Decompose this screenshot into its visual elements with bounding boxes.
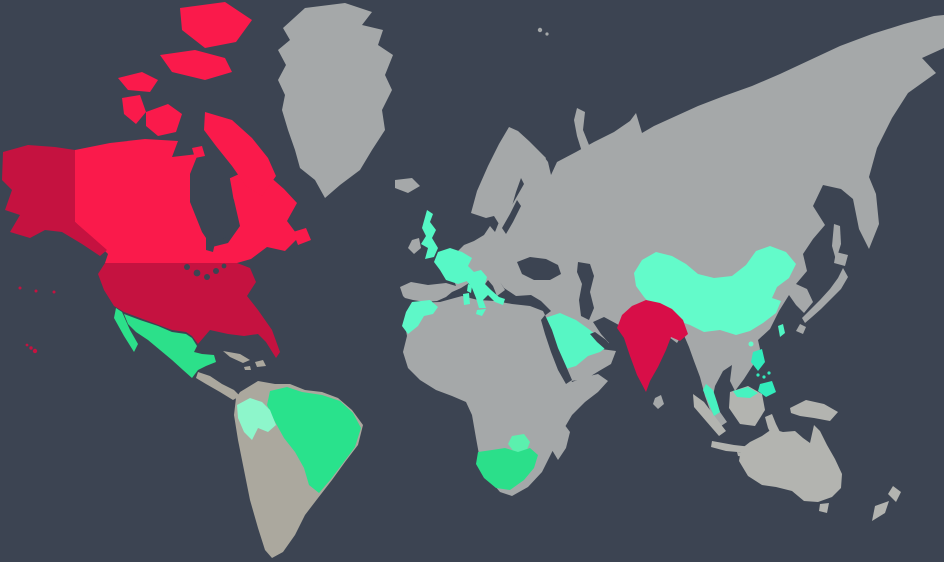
country-usa-aleutian-3 — [52, 290, 56, 294]
country-usa-aleutian-1 — [18, 286, 22, 290]
country-canada-ellesmere[interactable] — [180, 2, 252, 48]
island-sri-lanka[interactable] — [653, 395, 664, 409]
country-canada-banks[interactable] — [122, 95, 146, 124]
country-philippines-mindanao[interactable] — [758, 381, 776, 397]
lake-huron — [204, 274, 210, 280]
island-jamaica — [244, 366, 251, 370]
country-philippines-visayas-3 — [767, 371, 771, 375]
country-canada-newfoundland — [293, 228, 311, 245]
sea-caspian — [577, 262, 594, 320]
country-philippines-visayas-2 — [762, 375, 766, 379]
country-usa-hawaii-1 — [25, 343, 29, 347]
country-usa-mainland[interactable] — [98, 263, 280, 358]
country-malaysia-borneo[interactable] — [733, 387, 758, 398]
country-canada-southampton — [192, 146, 205, 158]
country-philippines-visayas-1 — [756, 373, 760, 377]
island-new-guinea[interactable] — [790, 400, 838, 421]
island-sakhalin — [832, 224, 841, 260]
country-italy-sardinia — [463, 293, 470, 305]
island-japan-hokkaido[interactable] — [834, 252, 848, 266]
country-mexico-baja[interactable] — [114, 308, 138, 352]
lake-erie — [213, 268, 219, 274]
country-morocco[interactable] — [402, 300, 438, 334]
sea-persian-gulf — [590, 332, 612, 349]
island-svalbard-2 — [545, 32, 549, 36]
lake-ontario — [221, 263, 227, 269]
sea-hudson-bay — [192, 156, 236, 252]
sea-black — [517, 257, 561, 280]
sea-baltic — [502, 200, 521, 234]
country-canada-baffin[interactable] — [204, 112, 276, 196]
country-italy[interactable] — [466, 270, 505, 308]
island-sumatra[interactable] — [693, 394, 726, 436]
country-canada-mainland[interactable] — [75, 139, 299, 263]
island-japan-kyushu[interactable] — [796, 324, 806, 334]
country-malaysia-peninsula[interactable] — [703, 384, 720, 416]
country-mexico[interactable] — [124, 314, 216, 378]
landmass-eurasia[interactable] — [400, 15, 944, 426]
country-india[interactable] — [617, 300, 688, 392]
country-france[interactable] — [434, 248, 474, 284]
landmass-central-america[interactable] — [196, 372, 240, 400]
island-novaya-zemlya — [574, 108, 589, 152]
country-canada-devon[interactable] — [160, 50, 232, 80]
island-hispaniola[interactable] — [255, 360, 266, 367]
island-madagascar[interactable] — [552, 424, 570, 460]
country-usa-aleutian-2 — [34, 289, 38, 293]
country-zimbabwe[interactable] — [508, 434, 530, 452]
island-tasmania — [819, 503, 829, 513]
landmass-australia[interactable] — [739, 425, 842, 502]
country-peru[interactable] — [237, 398, 276, 440]
island-cuba[interactable] — [223, 351, 250, 363]
island-iceland[interactable] — [395, 178, 420, 193]
lake-michigan — [193, 269, 201, 277]
island-svalbard — [537, 27, 543, 33]
country-usa-hawaii-3[interactable] — [32, 348, 38, 354]
lake-superior — [184, 264, 190, 270]
island-new-zealand-north[interactable] — [888, 486, 901, 502]
landmass-greenland[interactable] — [278, 3, 393, 198]
country-italy-sicily — [476, 309, 486, 316]
sea-red — [541, 315, 572, 384]
country-china-hainan — [748, 341, 754, 347]
country-canada-victoria[interactable] — [146, 104, 182, 136]
country-canada-melville[interactable] — [118, 72, 158, 92]
country-usa-alaska[interactable] — [2, 145, 107, 256]
country-brazil[interactable] — [267, 387, 361, 493]
landmass-scandinavia[interactable] — [471, 127, 546, 224]
island-japan-honshu[interactable] — [802, 268, 848, 323]
island-new-zealand-south[interactable] — [872, 501, 889, 521]
country-philippines-luzon[interactable] — [751, 349, 765, 371]
country-usa-hawaii-2 — [29, 346, 33, 350]
country-united-kingdom[interactable] — [421, 210, 438, 259]
country-south-africa[interactable] — [476, 448, 538, 490]
island-ireland[interactable] — [408, 238, 421, 254]
country-taiwan[interactable] — [778, 324, 785, 337]
